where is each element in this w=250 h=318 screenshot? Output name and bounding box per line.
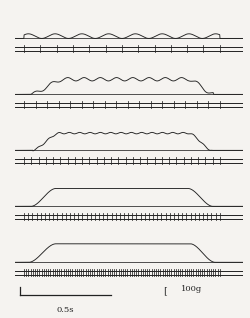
Text: [: [ <box>163 286 166 295</box>
Text: 0.5s: 0.5s <box>56 306 74 314</box>
Text: 100g: 100g <box>181 286 202 294</box>
